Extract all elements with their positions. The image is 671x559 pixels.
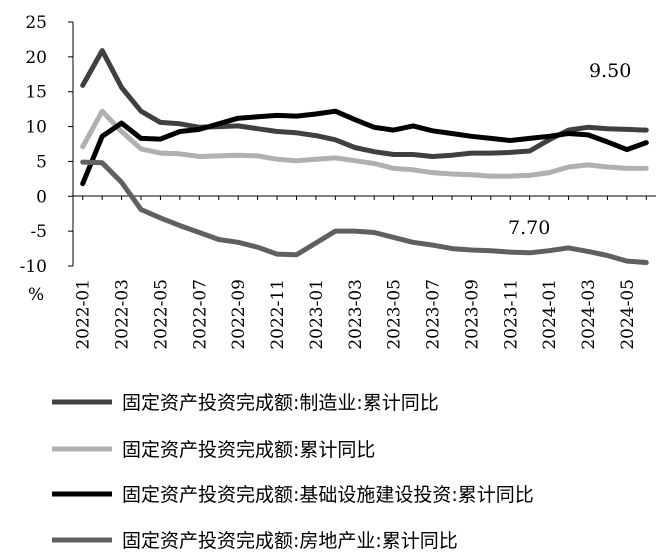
- x-tick-label: 2022-09: [229, 279, 249, 350]
- y-tick-label: -5: [30, 222, 47, 242]
- y-tick-label: 0: [36, 187, 47, 207]
- y-axis-unit: %: [28, 285, 44, 305]
- x-axis: 2022-01 2022-03 2022-05 2022-07 2022-09 2022-…: [73, 195, 656, 350]
- x-tick-label: 2023-09: [462, 279, 482, 350]
- series-lines: [80, 48, 649, 265]
- series-line-4: [80, 159, 649, 265]
- y-tick-label: 20: [25, 48, 47, 68]
- legend-label-4: 固定资产投资完成额:房地产业:累计同比: [122, 530, 458, 552]
- y-tick-label: -10: [20, 257, 47, 277]
- x-tick-label: 2024-01: [540, 279, 560, 350]
- x-tick-label: 2022-07: [190, 279, 210, 350]
- x-tick-label: 2023-03: [346, 279, 366, 350]
- series-line-2: [80, 108, 649, 179]
- annotation-last-value-infrastructure: 7.70: [508, 217, 550, 239]
- annotation-last-value-manufacturing: 9.50: [589, 60, 631, 82]
- x-tick-label: 2023-07: [424, 279, 444, 350]
- x-tick-label: 2022-11: [268, 279, 288, 350]
- legend-label-3: 固定资产投资完成额:基础设施建设投资:累计同比: [122, 484, 534, 506]
- series-line-1: [80, 48, 649, 159]
- annotations: 9.50 7.70: [508, 60, 631, 239]
- x-tick-label: 2023-11: [501, 279, 521, 350]
- y-tick-label: 5: [36, 152, 47, 172]
- y-axis: -10 -5 0 5 10 15 20 25 %: [20, 13, 74, 305]
- x-tick-label: 2023-05: [385, 279, 405, 350]
- legend: 固定资产投资完成额:制造业:累计同比固定资产投资完成额:累计同比固定资产投资完成…: [52, 392, 534, 552]
- legend-label-2: 固定资产投资完成额:累计同比: [122, 439, 375, 461]
- x-tick-label: 2022-05: [151, 279, 171, 350]
- y-tick-label: 15: [25, 83, 47, 103]
- y-tick-label: 10: [25, 118, 47, 138]
- x-tick-label: 2024-03: [579, 279, 599, 350]
- series-line-3: [80, 108, 649, 187]
- y-tick-label: 25: [25, 13, 47, 33]
- x-tick-label: 2022-01: [74, 279, 94, 350]
- x-tick-label: 2023-01: [307, 279, 327, 350]
- legend-label-1: 固定资产投资完成额:制造业:累计同比: [122, 392, 439, 414]
- x-tick-label: 2022-03: [113, 279, 133, 350]
- x-tick-label: 2024-05: [618, 279, 638, 350]
